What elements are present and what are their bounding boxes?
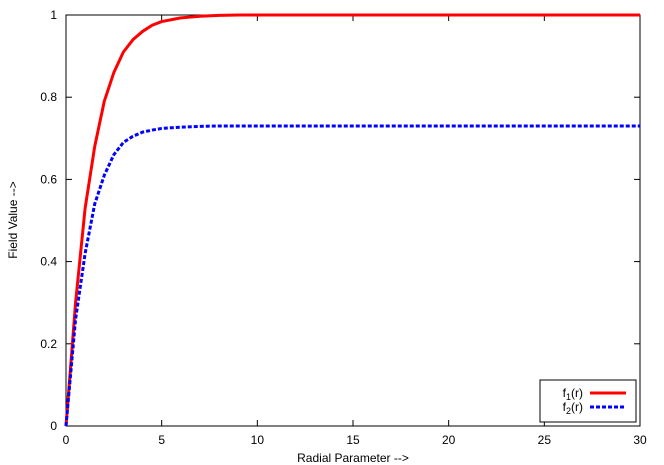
y-tick-label: 0	[50, 419, 57, 433]
legend-label-f2: f2(r)	[563, 400, 583, 416]
legend-f2-base: f	[563, 400, 567, 414]
x-tick-label: 10	[251, 433, 265, 447]
x-tick-label: 5	[158, 433, 165, 447]
legend-f1-sub: 1	[566, 392, 571, 402]
legend-f1-base: f	[563, 386, 567, 400]
y-tick-label: 0.2	[40, 337, 57, 351]
y-tick-label: 0.8	[40, 90, 57, 104]
x-tick-label: 15	[346, 433, 360, 447]
legend-box	[539, 379, 637, 423]
y-tick-label: 0.4	[40, 255, 57, 269]
legend-label-f1: f1(r)	[563, 386, 583, 402]
x-axis-label: Radial Parameter -->	[297, 451, 409, 465]
y-axis-label: Field Value -->	[6, 181, 20, 258]
x-tick-label: 20	[442, 433, 456, 447]
series-line-f2	[64, 124, 640, 427]
legend-f2-rest: (r)	[571, 400, 583, 414]
y-tick-label: 0.6	[40, 172, 57, 186]
x-tick-label: 25	[538, 433, 552, 447]
axis-ticks: 0 5 10 15 20 25 30 0 0.2 0.4 0.6 0.8 1	[40, 8, 647, 447]
legend: f1(r) f2(r)	[539, 379, 637, 423]
plot-frame	[65, 14, 641, 427]
series-line-f1	[64, 13, 640, 427]
x-tick-label: 30	[633, 433, 647, 447]
legend-f1-rest: (r)	[571, 386, 583, 400]
y-tick-label: 1	[50, 8, 57, 22]
legend-f2-sub: 2	[566, 406, 571, 416]
series-layer	[64, 13, 640, 427]
x-tick-label: 0	[63, 433, 70, 447]
